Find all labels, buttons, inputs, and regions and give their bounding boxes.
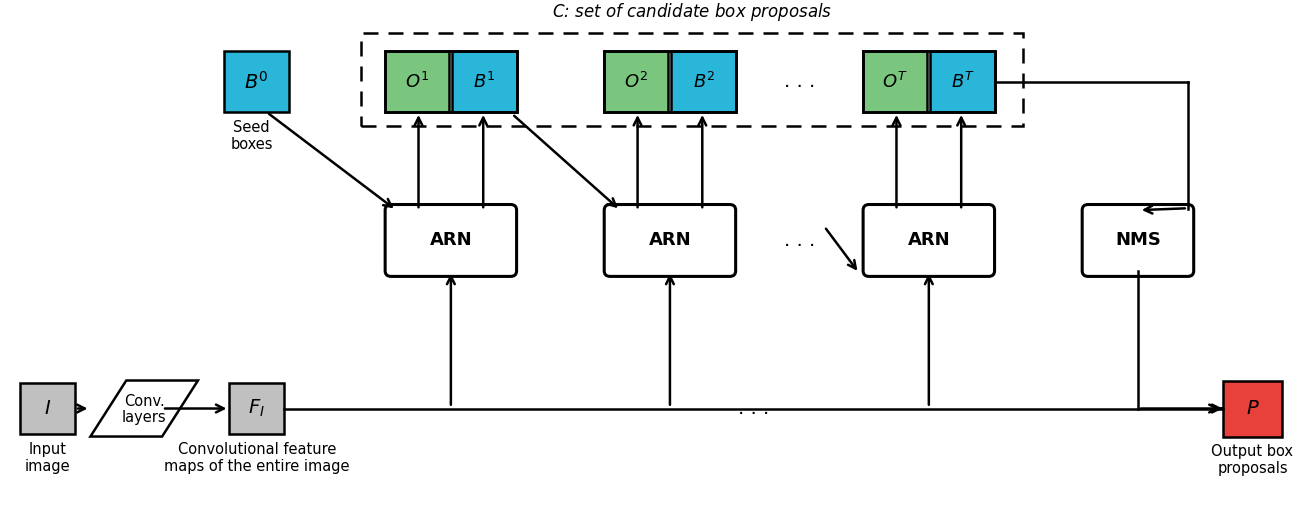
Bar bbox=[224, 51, 290, 112]
Bar bbox=[672, 51, 736, 112]
Text: NMS: NMS bbox=[1115, 231, 1161, 249]
Text: ARN: ARN bbox=[430, 231, 472, 249]
Bar bbox=[862, 51, 996, 112]
Text: $B^1$: $B^1$ bbox=[473, 71, 496, 92]
Text: ARN: ARN bbox=[908, 231, 950, 249]
FancyBboxPatch shape bbox=[604, 205, 736, 277]
Text: $O^1$: $O^1$ bbox=[405, 71, 430, 92]
Bar bbox=[862, 51, 927, 112]
Bar bbox=[604, 51, 736, 112]
Text: Output box
proposals: Output box proposals bbox=[1212, 444, 1293, 476]
Polygon shape bbox=[90, 380, 198, 436]
Bar bbox=[20, 383, 75, 434]
Text: $B^T$: $B^T$ bbox=[951, 71, 975, 92]
Text: $B^2$: $B^2$ bbox=[693, 71, 715, 92]
Bar bbox=[452, 51, 517, 112]
Text: $O^2$: $O^2$ bbox=[624, 71, 648, 92]
Bar bbox=[604, 51, 668, 112]
Text: Seed
boxes: Seed boxes bbox=[231, 120, 272, 152]
Bar bbox=[229, 383, 284, 434]
Text: Conv.: Conv. bbox=[124, 394, 165, 409]
Text: $F_I$: $F_I$ bbox=[249, 398, 265, 419]
Text: . . .: . . . bbox=[738, 399, 769, 418]
Text: $P$: $P$ bbox=[1246, 399, 1259, 418]
Text: . . .: . . . bbox=[783, 72, 815, 91]
Text: ARN: ARN bbox=[648, 231, 692, 249]
Bar bbox=[385, 51, 517, 112]
Bar bbox=[930, 51, 996, 112]
Bar bbox=[385, 51, 449, 112]
Text: $I$: $I$ bbox=[45, 399, 51, 418]
Text: $O^T$: $O^T$ bbox=[882, 71, 908, 92]
Text: layers: layers bbox=[122, 410, 166, 426]
FancyBboxPatch shape bbox=[385, 205, 516, 277]
Bar bbox=[362, 33, 1023, 126]
FancyBboxPatch shape bbox=[1082, 205, 1193, 277]
Bar bbox=[1222, 380, 1282, 436]
Text: $C$: set of candidate box proposals: $C$: set of candidate box proposals bbox=[553, 2, 832, 23]
Text: Input
image: Input image bbox=[25, 442, 71, 474]
Text: $B^0$: $B^0$ bbox=[245, 71, 269, 93]
Text: Convolutional feature
maps of the entire image: Convolutional feature maps of the entire… bbox=[164, 442, 350, 474]
FancyBboxPatch shape bbox=[863, 205, 994, 277]
Text: . . .: . . . bbox=[783, 231, 815, 250]
